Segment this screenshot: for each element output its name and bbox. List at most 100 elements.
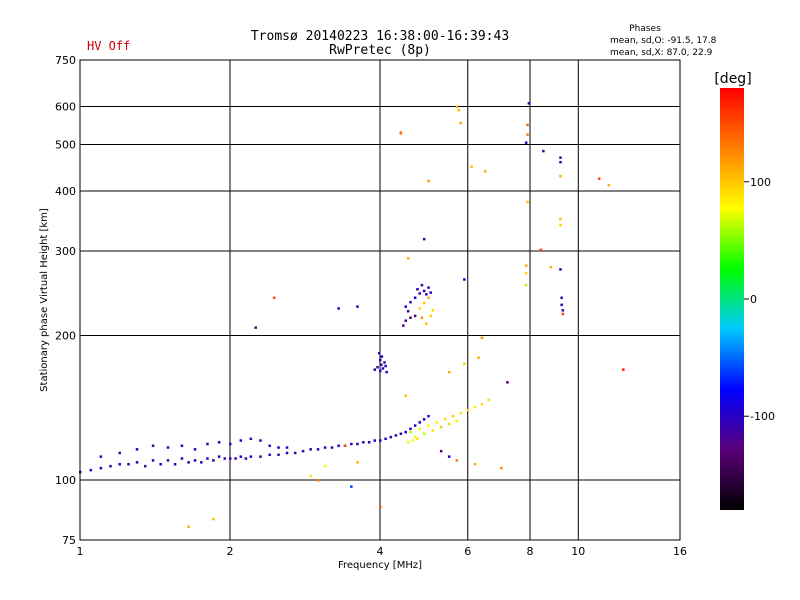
data-point [384,364,387,368]
stats-x: mean, sd,X: 87.0, 22.9 [610,48,713,58]
data-point [373,368,377,371]
data-point [422,289,426,293]
y-tick-label: 500 [55,139,76,152]
data-point [524,141,528,144]
data-point [118,451,121,455]
data-point [166,459,170,462]
data-point [377,351,381,355]
data-point [597,177,601,180]
chart-subtitle: RwPretec (8p) [329,43,431,58]
data-point [259,439,262,442]
data-point [622,368,625,371]
data-point [418,427,421,431]
data-point [559,174,562,178]
data-point [473,405,477,409]
data-point [524,283,528,287]
data-point [166,446,170,449]
data-point [337,307,340,310]
data-point [455,459,459,462]
data-point [118,462,121,466]
data-point [527,102,531,105]
data-point [524,264,528,267]
data-point [559,268,562,271]
data-point [506,381,509,384]
data-point [99,455,103,458]
hv-status: HV Off [87,39,130,53]
colorbar-tick-label: 0 [750,293,757,306]
data-point [389,435,393,439]
data-point [500,466,503,470]
data-point [356,442,359,446]
x-tick-label: 6 [464,545,471,558]
data-point [422,418,426,421]
data-point [404,430,407,434]
data-point [394,434,398,437]
data-point [159,462,162,466]
data-point [285,451,289,455]
x-axis-label: Frequency [MHz] [338,560,422,571]
data-point [356,305,359,308]
data-point [309,474,312,478]
data-point [418,307,421,310]
data-point [451,414,455,418]
data-point [350,442,353,446]
data-point [427,286,430,289]
data-point [380,355,384,358]
data-point [404,394,407,398]
data-point [409,316,412,320]
data-point [455,105,459,109]
y-tick-label: 75 [62,534,76,547]
data-point [323,446,327,449]
data-point [187,461,190,464]
data-point [109,464,112,468]
data-point [268,453,271,457]
data-point [435,421,439,424]
colorbar-tick-label: -100 [750,410,775,423]
y-tick-labels: 75 100 200 300 400 500 600 750 [55,54,76,547]
data-point [561,312,565,316]
data-point [480,336,484,340]
data-point [406,309,410,313]
data-point [362,441,365,444]
data-point [413,435,417,439]
data-point [356,461,359,464]
data-point [239,439,243,442]
data-point [385,370,388,374]
data-point [427,296,430,300]
data-point [416,437,419,441]
x-tick-label: 16 [673,545,687,558]
data-point [277,453,280,457]
stats-title: Phases [629,24,661,34]
data-point [193,459,197,462]
data-point [99,466,103,470]
data-point [249,455,253,458]
data-point [309,448,312,451]
data-point [524,271,528,275]
data-point [383,361,386,364]
data-point [89,468,93,472]
data-point [268,444,271,448]
data-point [180,457,184,460]
data-point [427,179,430,183]
data-point [193,448,197,451]
data-point [379,505,382,509]
data-point [402,324,405,327]
data-point [480,403,484,406]
data-point [484,170,487,173]
data-point [422,432,426,436]
data-point [379,369,382,373]
data-point [373,439,377,442]
data-point [350,485,353,488]
data-point [459,121,462,125]
data-point [559,217,562,221]
data-point [229,442,232,446]
y-tick-label: 600 [55,101,76,114]
data-point [409,300,412,304]
data-point [559,160,562,164]
data-point [607,183,611,187]
data-point [542,149,545,153]
data-point [416,288,419,291]
chart-title: Tromsø 20140223 16:38:00-16:39:43 [251,29,509,44]
data-point [526,133,529,136]
data-point [404,319,407,322]
